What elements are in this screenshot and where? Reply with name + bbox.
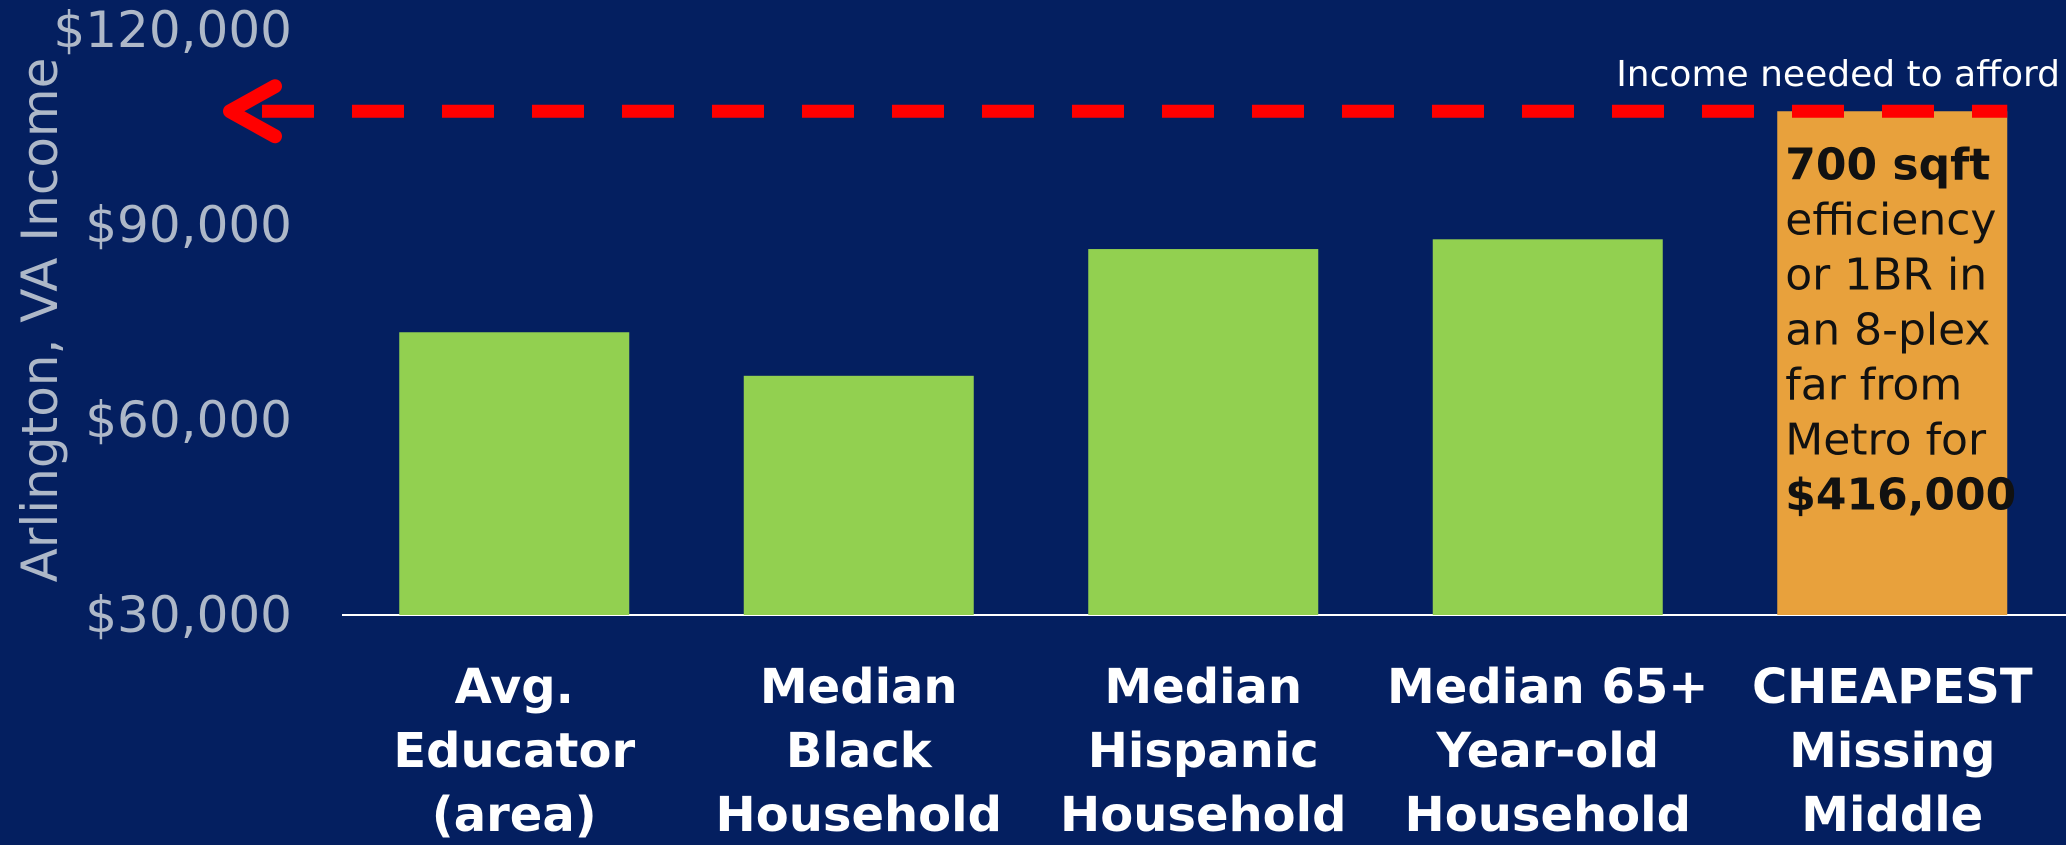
bars [399,111,2008,616]
bar-3 [1432,239,1663,616]
bar-1 [743,375,974,615]
highlight-bar-text-line: efficiency [1785,194,1996,245]
category-label-line: Avg. [455,659,574,715]
highlight-bar-text-line: Metro for [1785,414,1987,465]
y-axis-ticks: $30,000 $60,000 $90,000 $120,000 [53,1,292,644]
category-label-line: Median [1104,659,1302,715]
highlight-bar-text-line: an 8-plex [1785,304,1990,355]
y-tick-label: $90,000 [85,196,292,254]
category-label-line: Median [760,659,958,715]
highlight-bar-text-line: or 1BR in [1785,249,1987,300]
category-label-line: Household [1060,787,1346,843]
reference-line-label: Income needed to afford [1616,54,2060,95]
category-label-line: Educator [393,723,635,779]
category-label-line: Household [716,787,1002,843]
y-tick-label: $120,000 [53,1,292,59]
category-label-line: Hispanic [1088,723,1319,779]
bar-0 [399,332,630,615]
category-label-line: (area) [432,787,597,843]
bar-2 [1088,249,1319,616]
x-axis-category-labels: Avg. Educator (area) Median Black Household Me… [393,659,2032,843]
category-label-line: Household [1405,787,1691,843]
highlight-bar-text-line: $416,000 [1785,469,2016,520]
highlight-bar-text-line: far from [1785,359,1962,410]
category-label-line: Year-old [1435,723,1659,779]
category-label-line: Middle [1801,787,1983,843]
bar-4 [1777,111,2008,615]
category-label-line: Black [786,723,933,779]
reference-arrowhead [223,79,282,144]
y-tick-label: $30,000 [85,586,292,644]
category-label-line: Median 65+ [1387,659,1708,715]
reference-line [223,79,2008,144]
y-axis-label: Arlington, VA Income [11,58,69,583]
category-label-line: Missing [1789,723,1995,779]
y-tick-label: $60,000 [85,391,292,449]
highlight-bar-text-line: 700 sqft [1785,139,1990,190]
category-label-line: CHEAPEST [1752,659,2033,715]
